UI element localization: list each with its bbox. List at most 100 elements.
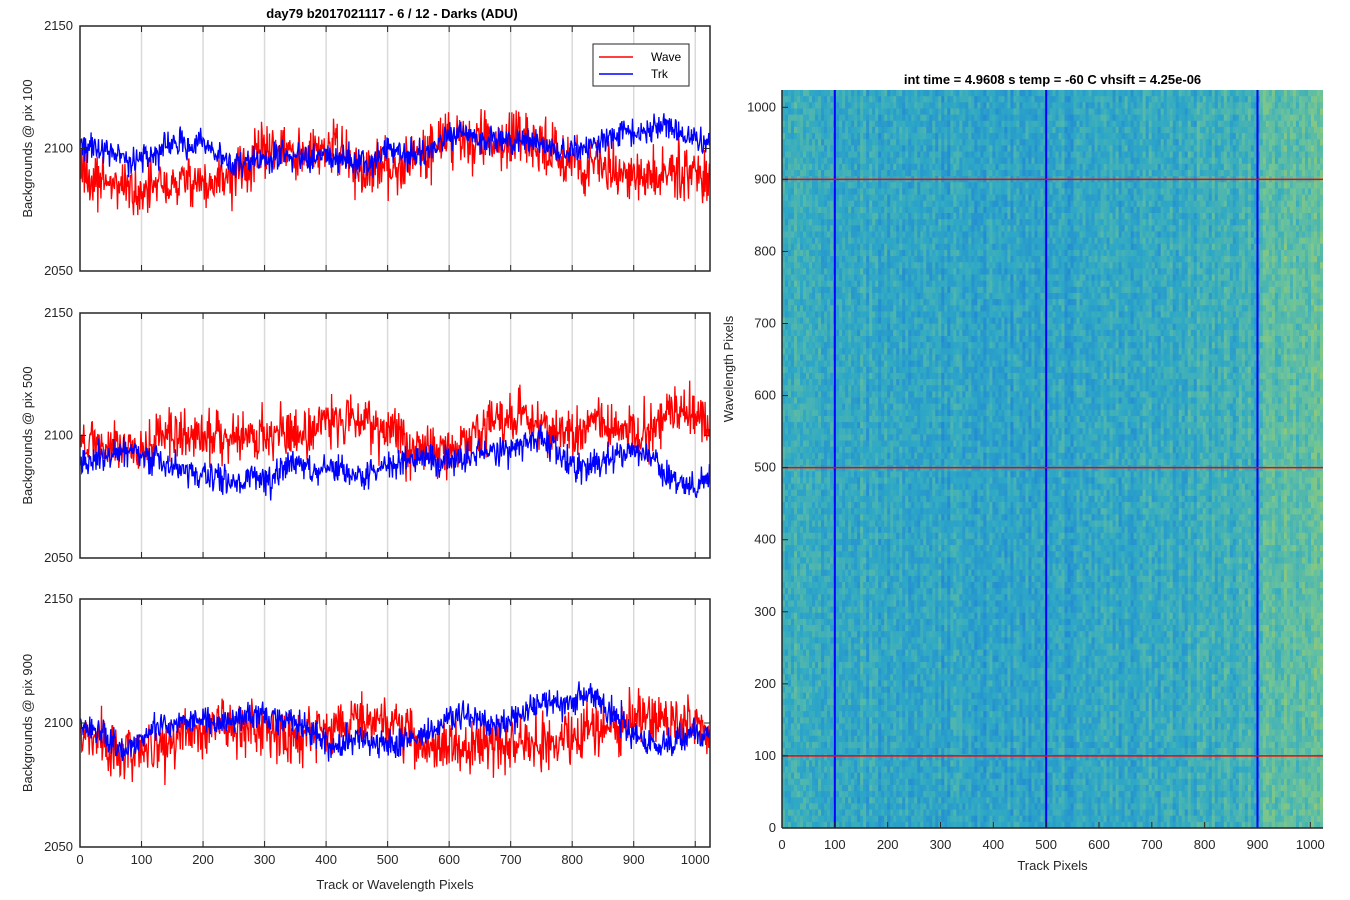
heatmap-cell: [812, 459, 816, 466]
heatmap-cell: [785, 741, 789, 749]
heatmap-cell: [821, 415, 825, 423]
heatmap-cell: [800, 317, 804, 325]
heatmap-cell: [800, 692, 804, 700]
heatmap-cell: [821, 336, 825, 343]
heatmap-cell: [827, 760, 831, 768]
heatmap-cell: [803, 686, 807, 694]
heatmap-cell: [803, 741, 807, 749]
heatmap-cell: [806, 569, 810, 577]
heatmap-cell: [797, 698, 801, 706]
heatmap-cell: [782, 698, 786, 706]
heatmap-cell: [821, 489, 825, 497]
heatmap-cell: [821, 96, 825, 103]
heatmap-cell: [800, 784, 804, 792]
heatmap-cell: [794, 428, 798, 435]
heatmap-cell: [791, 625, 795, 632]
heatmap-cell: [818, 428, 822, 435]
heatmap-cell: [824, 502, 828, 509]
heatmap-cell: [812, 594, 816, 602]
heatmap-cell: [812, 360, 816, 368]
heatmap-cell: [806, 582, 810, 589]
heatmap-cell: [791, 760, 795, 768]
heatmap-cell: [803, 200, 807, 208]
heatmap-cell: [821, 305, 825, 312]
heatmap-cell: [827, 428, 831, 435]
y-tick-label: 2100: [44, 428, 73, 443]
heatmap-cell: [800, 698, 804, 706]
heatmap-cell: [809, 588, 813, 595]
heatmap-cell: [815, 262, 819, 269]
heatmap-cell: [830, 139, 834, 146]
heatmap-cell: [818, 625, 822, 632]
heatmap-cell: [806, 428, 810, 435]
heatmap-cell: [812, 342, 816, 349]
heatmap-cell: [785, 292, 789, 300]
heatmap-cell: [818, 569, 822, 577]
heatmap-cell: [782, 428, 786, 435]
heatmap-cell: [806, 305, 810, 312]
heatmap-cell: [794, 729, 798, 737]
heatmap-cell: [794, 120, 798, 128]
heatmap-cell: [800, 305, 804, 312]
heatmap-cell: [806, 372, 810, 380]
heatmap-cell: [818, 409, 822, 417]
heatmap-cell: [782, 342, 786, 349]
heatmap-cell: [782, 575, 786, 583]
heatmap-cell: [818, 299, 822, 306]
series-line-wave: [80, 108, 710, 216]
heatmap-cell: [797, 452, 801, 460]
heatmap-cell: [797, 594, 801, 602]
heatmap-cell: [818, 280, 822, 288]
heatmap-cell: [824, 686, 828, 694]
heatmap-cell: [791, 545, 795, 552]
heatmap-cell: [824, 151, 828, 159]
heatmap-cell: [827, 348, 831, 356]
heatmap-cell: [806, 815, 810, 823]
heatmap-cell: [821, 557, 825, 565]
heatmap-cell: [821, 348, 825, 356]
heatmap-cell: [803, 268, 807, 276]
heatmap-cell: [824, 465, 828, 472]
heatmap-cell: [803, 114, 807, 122]
heatmap-cell: [797, 459, 801, 466]
heatmap-cell: [791, 108, 795, 116]
heatmap-cell: [815, 446, 819, 454]
heatmap-cell: [827, 643, 831, 651]
heatmap-cell: [824, 354, 828, 362]
heatmap-cell: [797, 342, 801, 349]
heatmap-cell: [803, 151, 807, 159]
heatmap-cell: [788, 803, 792, 811]
heatmap-cell: [800, 483, 804, 491]
heatmap-cell: [809, 545, 813, 552]
heatmap-cell: [797, 526, 801, 534]
heatmap-cell: [803, 612, 807, 620]
heatmap-cell: [815, 538, 819, 546]
heatmap-cell: [791, 305, 795, 312]
heatmap-cell: [797, 213, 801, 220]
heatmap-cell: [803, 145, 807, 153]
heatmap-cell: [827, 784, 831, 792]
heatmap-cell: [806, 317, 810, 325]
heatmap-cell: [809, 729, 813, 737]
heatmap-cell: [794, 90, 798, 97]
heatmap-cell: [794, 169, 798, 177]
heatmap-cell: [803, 213, 807, 220]
heatmap-cell: [806, 354, 810, 362]
heatmap-cell: [818, 797, 822, 804]
heatmap-cell: [809, 569, 813, 577]
heatmap-cell: [827, 391, 831, 399]
heatmap-cell: [806, 163, 810, 171]
heatmap-cell: [827, 778, 831, 786]
heatmap-cell: [812, 329, 816, 337]
heatmap-cell: [797, 286, 801, 294]
heatmap-cell: [824, 649, 828, 657]
heatmap-cell: [797, 741, 801, 749]
heatmap-cell: [791, 188, 795, 196]
heatmap-cell: [821, 538, 825, 546]
heatmap-cell: [821, 231, 825, 239]
heatmap-cell: [806, 668, 810, 675]
heatmap-cell: [797, 600, 801, 608]
heatmap-cell: [791, 366, 795, 374]
heatmap-cell: [788, 760, 792, 768]
heatmap-cell: [824, 157, 828, 165]
